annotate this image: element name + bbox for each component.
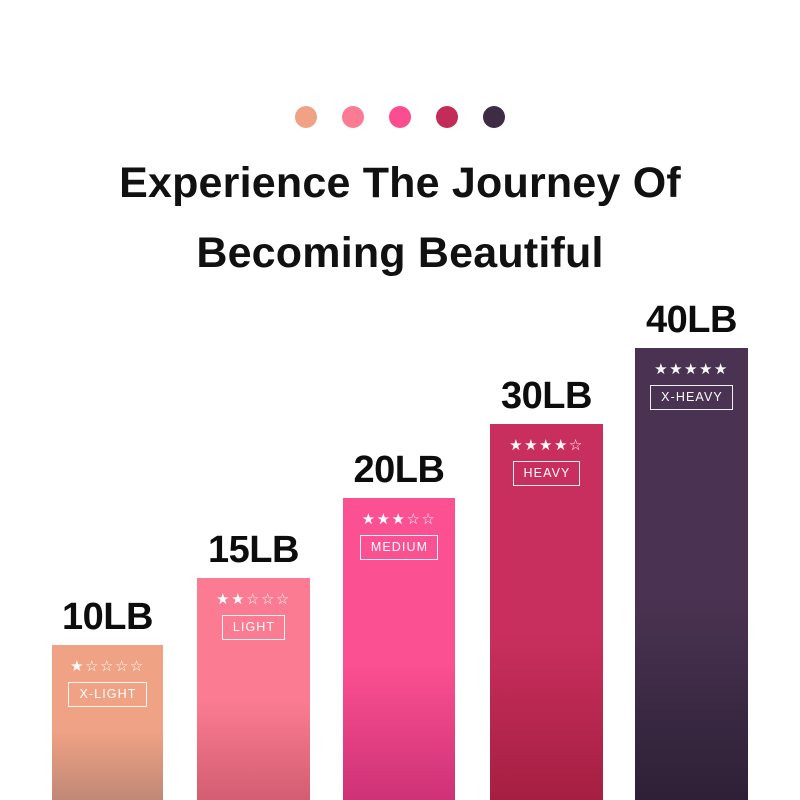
resistance-level-badge: MEDIUM xyxy=(359,535,439,560)
page-title: Experience The Journey Of Becoming Beaut… xyxy=(0,148,800,288)
bar-group[interactable]: 15LB ★★☆☆☆ LIGHT xyxy=(197,529,310,800)
bar-weight-label: 15LB xyxy=(208,529,299,571)
bar-group[interactable]: 30LB ★★★★☆ HEAVY xyxy=(490,375,603,800)
bar-fill xyxy=(635,348,748,800)
bar-fill xyxy=(490,424,603,800)
dot-x-light xyxy=(295,106,317,128)
resistance-level-badge: X-LIGHT xyxy=(68,682,147,707)
headline-line-2: Becoming Beautiful xyxy=(196,229,604,277)
bar-column[interactable]: ★★★★★ X-HEAVY xyxy=(635,348,748,800)
bar-group[interactable]: 40LB ★★★★★ X-HEAVY xyxy=(635,299,748,800)
star-rating: ★★★☆☆ xyxy=(361,511,437,528)
bar-meta: ★★★★☆ HEAVY xyxy=(490,438,603,486)
bar-meta: ★★★★★ X-HEAVY xyxy=(635,362,748,410)
bar-weight-label: 10LB xyxy=(62,596,153,638)
resistance-level-badge: X-HEAVY xyxy=(650,385,733,410)
bar-column[interactable]: ★★★☆☆ MEDIUM xyxy=(343,498,455,800)
dot-medium xyxy=(389,106,411,128)
bar-group[interactable]: 10LB ★☆☆☆☆ X-LIGHT xyxy=(52,596,163,800)
star-rating: ★★☆☆☆ xyxy=(216,591,291,608)
bar-column[interactable]: ★☆☆☆☆ X-LIGHT xyxy=(52,645,163,800)
bar-column[interactable]: ★★☆☆☆ LIGHT xyxy=(197,578,310,800)
dot-heavy xyxy=(436,106,458,128)
resistance-level-badge: LIGHT xyxy=(221,615,286,640)
bar-meta: ★★☆☆☆ LIGHT xyxy=(197,592,310,640)
dot-light xyxy=(342,106,364,128)
star-rating: ★★★★☆ xyxy=(509,437,584,454)
bar-weight-label: 40LB xyxy=(646,299,737,341)
bar-meta: ★★★☆☆ MEDIUM xyxy=(343,512,455,560)
bar-meta: ★☆☆☆☆ X-LIGHT xyxy=(52,659,163,707)
bar-fill xyxy=(52,645,163,800)
color-swatch-row xyxy=(0,106,800,128)
headline-line-1: Experience The Journey Of xyxy=(119,159,681,207)
star-rating: ★☆☆☆☆ xyxy=(70,658,145,675)
bar-weight-label: 30LB xyxy=(501,375,592,417)
bar-fill xyxy=(343,498,455,800)
bar-weight-label: 20LB xyxy=(353,449,445,491)
bar-group[interactable]: 20LB ★★★☆☆ MEDIUM xyxy=(343,449,455,800)
dot-x-heavy xyxy=(483,106,505,128)
star-rating: ★★★★★ xyxy=(654,361,729,378)
resistance-level-badge: HEAVY xyxy=(512,461,581,486)
bar-column[interactable]: ★★★★☆ HEAVY xyxy=(490,424,603,800)
